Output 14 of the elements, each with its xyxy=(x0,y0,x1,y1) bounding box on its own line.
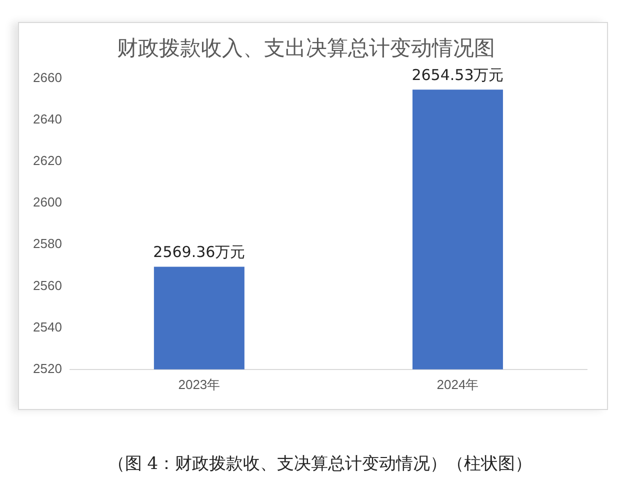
y-tick-label: 2600 xyxy=(33,194,62,210)
text: （图 4：财政拨款收、支决算总计变动情况）（柱状图） xyxy=(106,453,534,475)
y-tick-label: 2640 xyxy=(33,111,62,126)
y-tick-label: 2520 xyxy=(33,360,62,376)
x-tick-label: 2024年 xyxy=(436,376,479,392)
y-tick-label: 2580 xyxy=(33,236,62,252)
y-tick-label: 2540 xyxy=(33,319,62,334)
y-tick-label: 2560 xyxy=(33,278,62,293)
y-tick-label: 2620 xyxy=(33,152,62,168)
data-label: 2569.36万元 xyxy=(153,243,246,262)
y-tick-label: 2660 xyxy=(33,70,62,85)
chart-title: 财政拨款收入、支出决算总计变动情况图 xyxy=(117,36,495,60)
data-label: 2654.53万元 xyxy=(412,66,504,84)
x-tick-label: 2023年 xyxy=(178,376,220,392)
